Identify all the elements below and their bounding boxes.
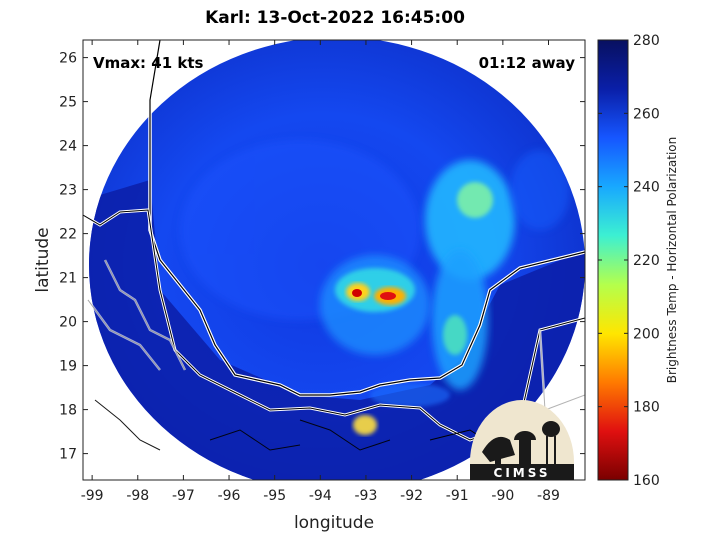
plot-frame: [82, 39, 586, 481]
y-tick-label: 22: [59, 227, 77, 243]
x-tick-label: -91: [446, 488, 469, 504]
colorbar: 280 260 240 220 200 180 160 Brightness Temp - …: [597, 33, 679, 489]
x-tick-label: -97: [172, 488, 195, 504]
colorbar-tick-label: 260: [633, 106, 660, 122]
x-tick-label: -93: [355, 488, 378, 504]
x-axis: -99 -98 -97 -96 -95 -94 -93 -92 -91 -90 -89: [81, 40, 560, 504]
water-tower-icon: [542, 421, 560, 437]
y-tick-label: 25: [59, 95, 77, 111]
map-layer: [83, 40, 585, 480]
x-tick-label: -96: [218, 488, 241, 504]
x-tick-label: -99: [81, 488, 104, 504]
colorbar-tick-label: 240: [633, 180, 660, 196]
colorbar-tick-label: 160: [633, 473, 660, 489]
satellite-swath: [89, 40, 585, 480]
cold-core-east: [380, 292, 396, 300]
colorbar-bar: [597, 39, 629, 481]
x-tick-label: -94: [309, 488, 332, 504]
y-tick-label: 18: [59, 403, 77, 419]
x-tick-label: -92: [400, 488, 423, 504]
y-axis-label: latitude: [33, 227, 53, 292]
time-away-annotation: 01:12 away: [479, 54, 576, 72]
chart-title: Karl: 13-Oct-2022 16:45:00: [205, 8, 465, 28]
y-tick-label: 26: [59, 51, 77, 67]
land-region: [89, 180, 585, 480]
colorbar-tick-label: 200: [633, 326, 660, 342]
colorbar-label: Brightness Temp - Horizontal Polarizatio…: [665, 137, 679, 384]
convective-band-north: [425, 160, 515, 280]
cold-core-west: [352, 289, 362, 297]
y-tick-label: 24: [59, 139, 77, 155]
cimss-logo-text: CIMSS: [494, 466, 551, 480]
y-tick-label: 19: [59, 359, 77, 375]
x-tick-label: -90: [491, 488, 514, 504]
x-tick-label: -89: [537, 488, 560, 504]
colorbar-tick-label: 220: [633, 253, 660, 269]
x-tick-label: -95: [263, 488, 286, 504]
y-tick-label: 20: [59, 315, 77, 331]
cimss-logo: CIMSS: [470, 400, 574, 480]
vmax-annotation: Vmax: 41 kts: [93, 54, 203, 72]
satellite-dish-icon: [482, 436, 515, 462]
observatory-icon: [519, 438, 531, 464]
colorbar-ticks: 280 260 240 220 200 180 160: [598, 33, 660, 489]
y-tick-label: 21: [59, 271, 77, 287]
coastal-cell: [353, 415, 377, 435]
colorbar-tick-label: 180: [633, 400, 660, 416]
colorbar-tick-label: 280: [633, 33, 660, 49]
x-axis-label: longitude: [294, 513, 374, 533]
x-tick-label: -98: [126, 488, 149, 504]
y-tick-label: 17: [59, 447, 77, 463]
y-tick-label: 23: [59, 183, 77, 199]
y-axis: 17 18 19 20 21 22 23 24 25 26: [59, 51, 585, 463]
